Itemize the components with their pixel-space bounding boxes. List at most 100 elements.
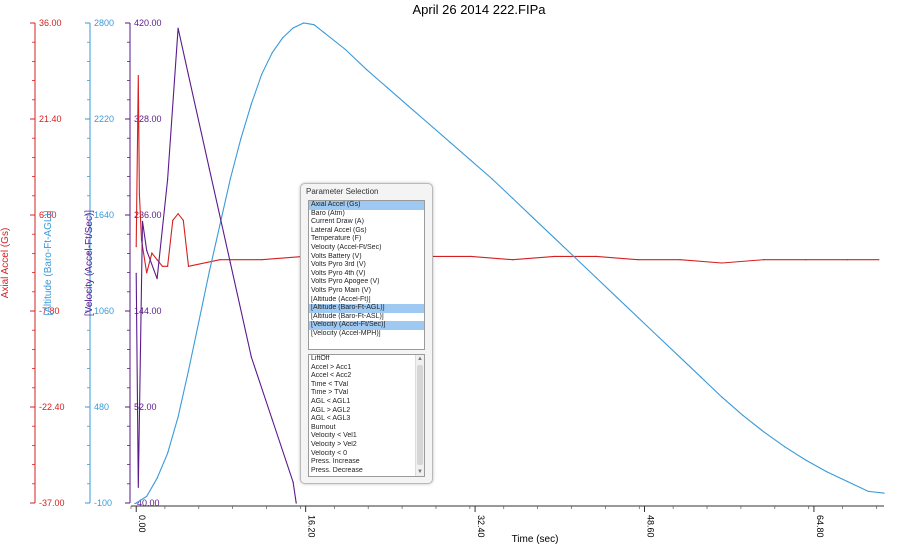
- series-point-accel: [182, 219, 184, 221]
- alt-tick-label: 1640: [94, 210, 114, 220]
- series-point-alt: [595, 277, 598, 279]
- event-item[interactable]: Time < TVal: [311, 380, 349, 388]
- axes-layer: 36.00 21.40 6.80 -7.80 -22.40 -37.00 Axial Acc…: [0, 18, 884, 538]
- x-tick-label: 0.00: [137, 515, 147, 533]
- series-point-accel: [177, 213, 179, 215]
- series-point-accel: [763, 259, 765, 261]
- series-point-alt: [637, 317, 639, 319]
- series-point-accel: [878, 259, 880, 261]
- x-axis-title: Time (sec): [512, 534, 559, 545]
- parameter-item[interactable]: Volts Pyro Main (V): [311, 286, 371, 294]
- series-point-alt: [250, 103, 252, 105]
- series-point-accel: [470, 255, 472, 257]
- series-point-alt: [491, 178, 493, 180]
- series-point-accel: [151, 252, 153, 254]
- series-point-accel: [167, 265, 169, 267]
- series-point-accel: [637, 259, 639, 261]
- event-item[interactable]: Velocity < Vel1: [311, 432, 357, 440]
- parameter-item[interactable]: [Altitude (Accel-Ft)]: [311, 295, 371, 303]
- parameter-item[interactable]: Volts Pyro Apogee (V): [311, 278, 380, 286]
- series-point-alt: [407, 105, 409, 107]
- alt-tick-label: 2220: [94, 114, 114, 124]
- parameter-item[interactable]: [Altitude (Baro-Ft-ASL)]: [311, 312, 384, 320]
- series-point-alt: [208, 270, 210, 272]
- x-tick-label: 48.60: [646, 515, 656, 538]
- series-point-alt: [574, 257, 577, 259]
- series-point-vel: [146, 249, 148, 252]
- event-item[interactable]: Press. Decrease: [311, 466, 363, 474]
- accel-tick-label: 6.80: [39, 210, 57, 220]
- series-point-alt: [146, 495, 148, 497]
- parameter-item[interactable]: [Altitude (Baro-Ft-AGL)]: [309, 304, 424, 313]
- series-point-alt: [805, 459, 807, 461]
- parameter-item[interactable]: Volts Pyro 3rd (V): [311, 261, 366, 269]
- series-point-alt: [867, 490, 869, 492]
- series-point-accel: [135, 246, 137, 248]
- event-item[interactable]: AGL > AGL2: [311, 406, 351, 414]
- event-list[interactable]: ▲ ▼ LiftOff Accel > Acc1 Accel < Acc2 Time …: [308, 354, 425, 477]
- series-point-accel: [187, 265, 190, 267]
- parameter-item[interactable]: Temperature (F): [311, 235, 362, 243]
- chart-title: April 26 2014 222.FIPa: [413, 2, 547, 17]
- parameter-item[interactable]: Volts Battery (V): [311, 252, 362, 260]
- accel-tick-label: 21.40: [39, 114, 62, 124]
- event-item[interactable]: Burnout: [311, 423, 336, 431]
- scroll-thumb[interactable]: [417, 365, 423, 465]
- series-point-alt: [292, 27, 294, 29]
- event-item[interactable]: Time > TVal: [311, 389, 349, 397]
- parameter-item[interactable]: Volts Pyro 4th (V): [311, 269, 366, 277]
- event-item[interactable]: Accel < Acc2: [311, 372, 352, 380]
- x-tick-label: 64.80: [815, 515, 825, 538]
- series-point-alt: [219, 224, 221, 226]
- dialog-title: Parameter Selection: [306, 187, 379, 196]
- parameter-item[interactable]: Current Draw (A): [311, 218, 364, 226]
- vel-tick-label: 52.00: [134, 402, 157, 412]
- scroll-down-icon[interactable]: ▼: [417, 469, 423, 475]
- scroll-up-icon[interactable]: ▲: [417, 356, 423, 362]
- event-item[interactable]: Accel > Acc1: [311, 363, 352, 371]
- parameter-item[interactable]: [Velocity (Accel-MPH)]: [311, 329, 381, 337]
- series-point-alt: [177, 416, 179, 418]
- parameter-item[interactable]: Axial Accel (Gs): [309, 201, 424, 210]
- event-item[interactable]: Press. Increase: [311, 458, 360, 466]
- series-point-accel: [138, 193, 140, 195]
- series-point-alt: [344, 48, 346, 51]
- series-point-alt: [470, 159, 472, 161]
- series-point-vel: [292, 481, 294, 483]
- series-point-vel: [229, 262, 231, 264]
- series-point-accel: [137, 75, 139, 77]
- parameter-list[interactable]: Axial Accel (Gs) Baro (Atm) Current Draw (…: [308, 200, 425, 350]
- event-item[interactable]: AGL < AGL1: [311, 397, 351, 405]
- x-tick-label: 32.40: [476, 515, 486, 538]
- accel-tick-label: -22.40: [39, 402, 65, 412]
- series-point-alt: [229, 178, 231, 180]
- alt-tick-label: 2800: [94, 18, 114, 28]
- series-point-alt: [658, 336, 660, 339]
- series-layer: [135, 22, 885, 504]
- series-point-alt: [240, 138, 242, 140]
- parameter-item[interactable]: Baro (Atm): [311, 209, 345, 217]
- event-item[interactable]: AGL < AGL3: [311, 415, 351, 423]
- vel-axis-title: [Velocity (Accel-Ft/Sec)]: [84, 210, 95, 316]
- event-item[interactable]: Velocity < 0: [311, 449, 347, 457]
- series-point-alt: [156, 477, 158, 479]
- parameter-item[interactable]: [Velocity (Accel-Ft/Sec)]: [309, 321, 424, 330]
- x-tick-label: 16.20: [307, 515, 317, 538]
- series-point-alt: [784, 446, 786, 448]
- event-item[interactable]: LiftOff: [311, 355, 330, 362]
- series-point-alt: [512, 197, 514, 199]
- event-item[interactable]: Velocity > Vel2: [311, 440, 357, 448]
- series-point-alt: [554, 237, 556, 239]
- series-point-vel: [141, 220, 144, 222]
- series-point-accel: [721, 262, 723, 264]
- series-point-alt: [386, 87, 388, 89]
- series-point-alt: [365, 68, 367, 70]
- series-point-alt: [135, 502, 137, 504]
- series-point-alt: [428, 123, 430, 125]
- parameter-item[interactable]: Velocity (Accel-Ft/Sec): [311, 243, 382, 251]
- parameter-item[interactable]: Lateral Accel (Gs): [311, 226, 367, 234]
- series-point-accel: [161, 265, 163, 267]
- event-list-scrollbar[interactable]: ▲ ▼: [415, 355, 424, 476]
- parameter-selection-dialog[interactable]: Parameter Selection Axial Accel (Gs) Baro…: [300, 183, 433, 484]
